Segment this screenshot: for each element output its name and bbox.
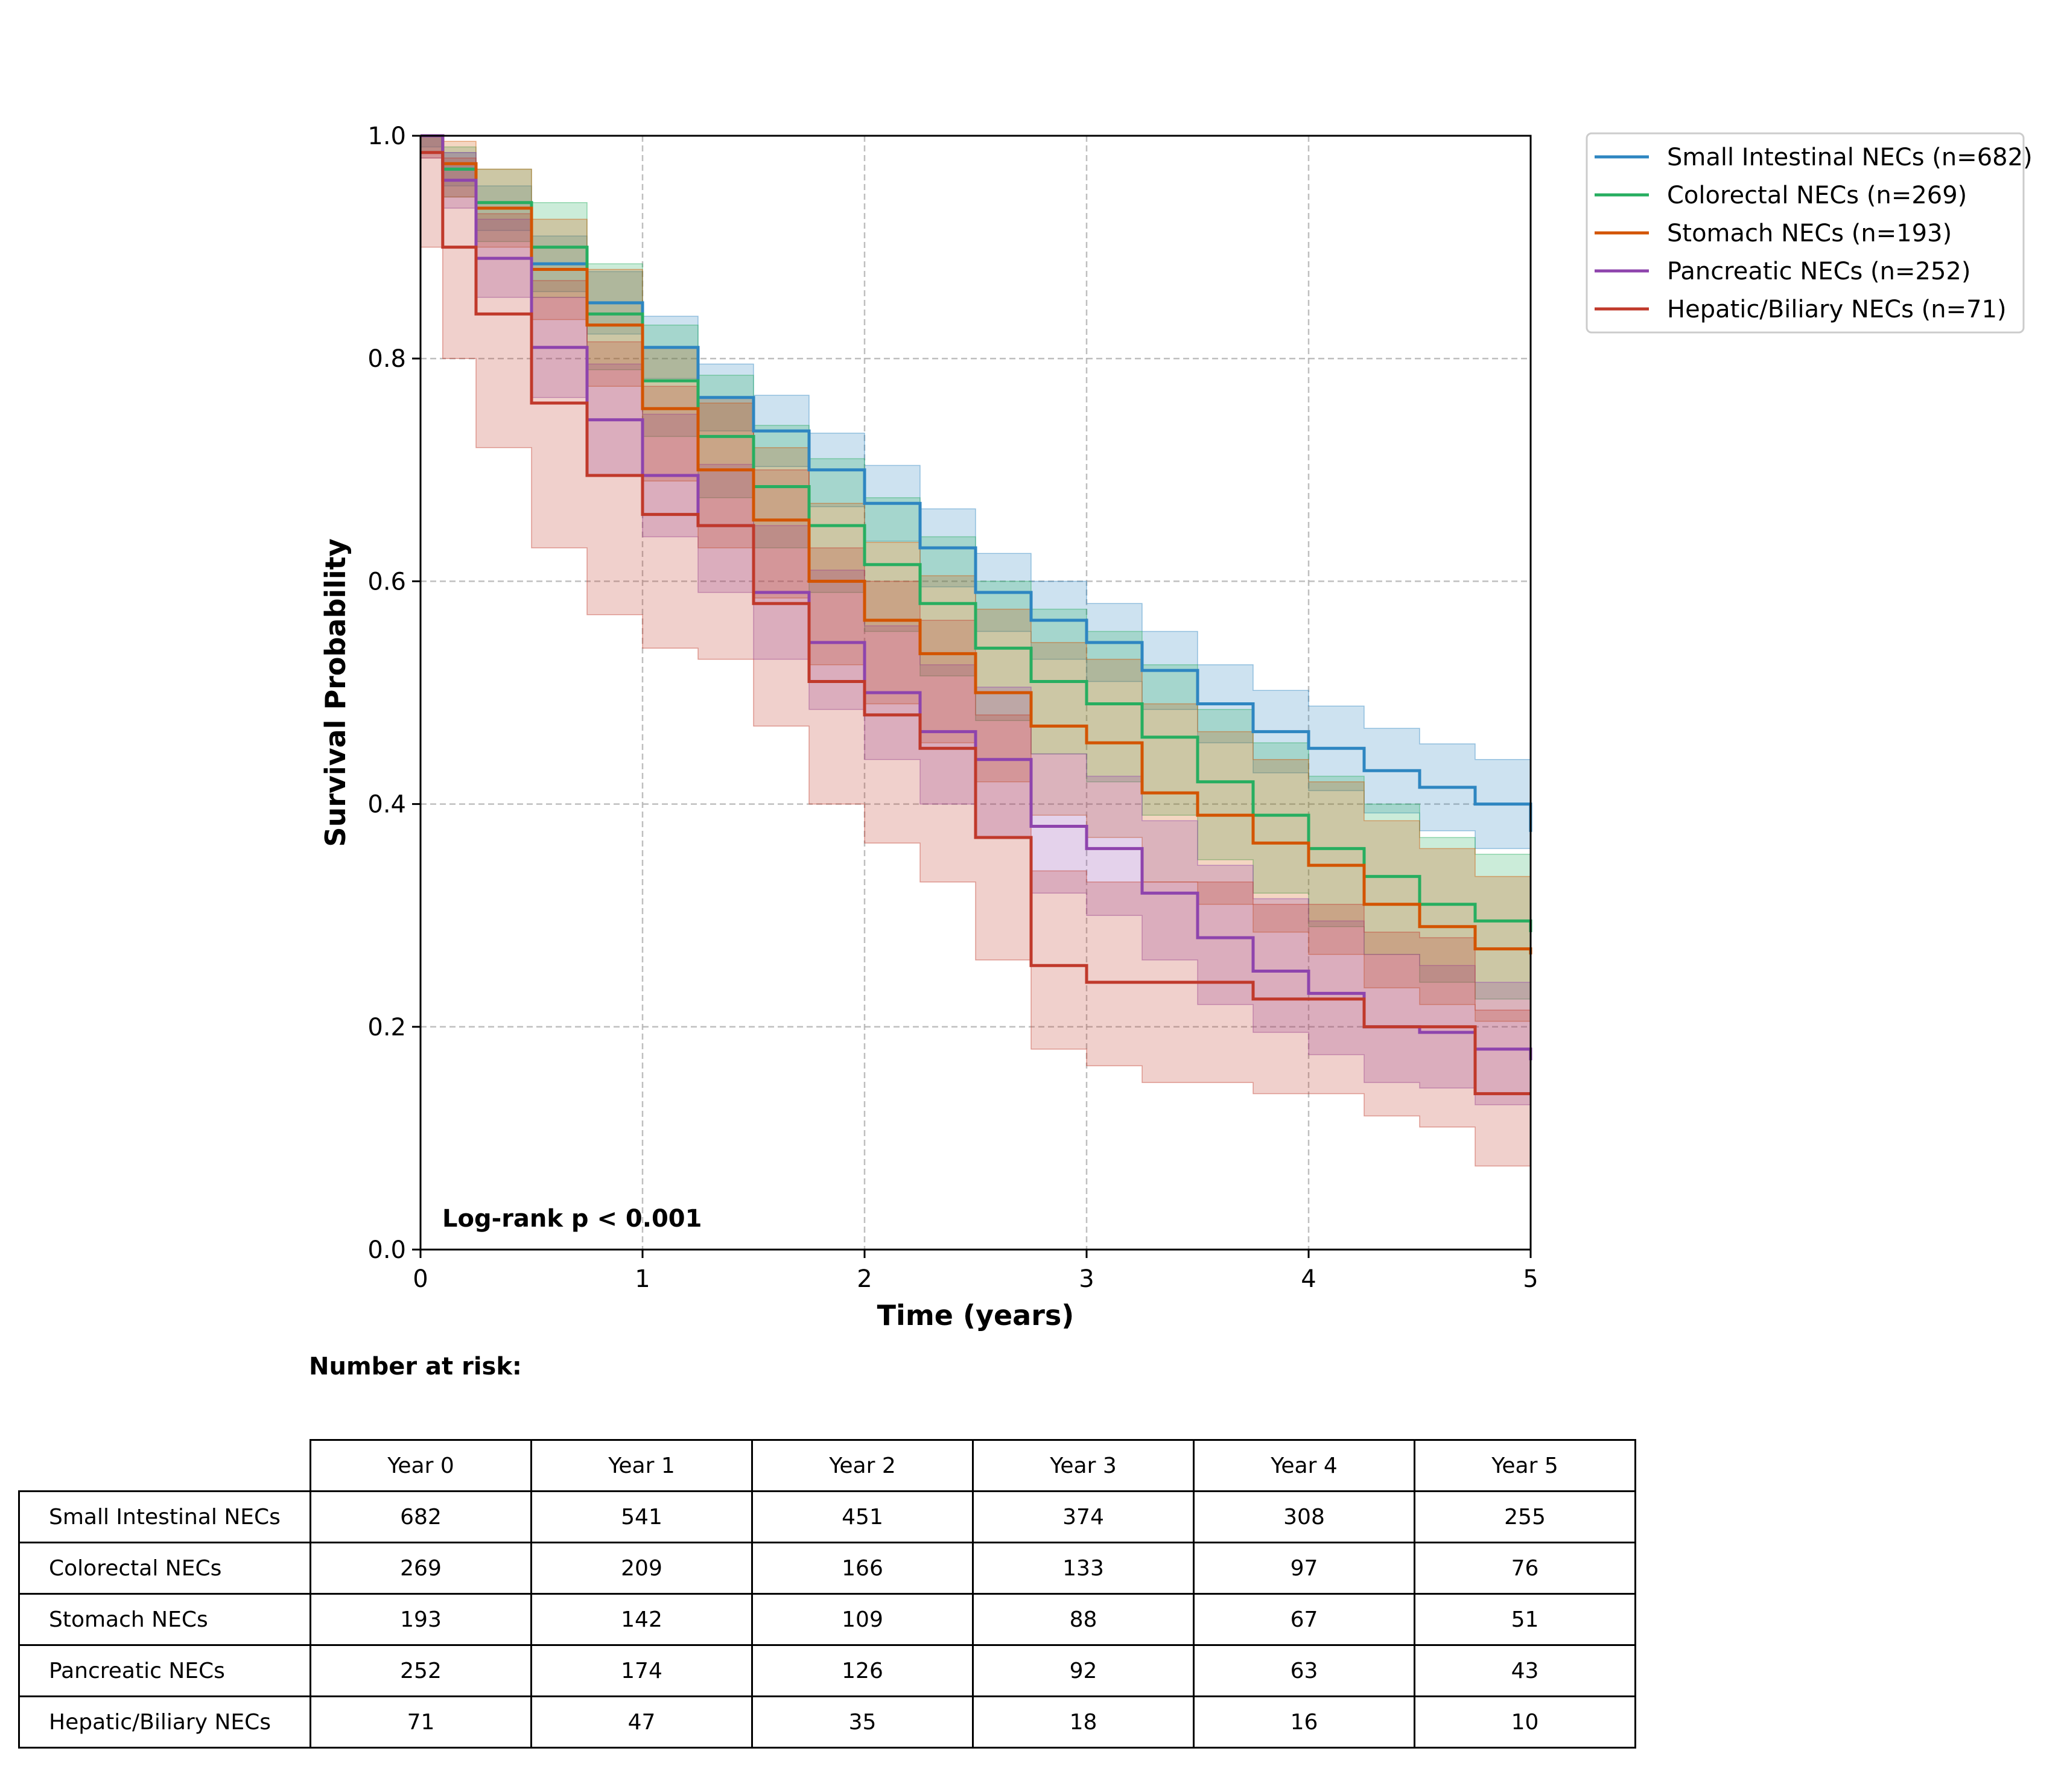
ci-band-3	[420, 135, 1531, 1111]
risk-table-column-header: Year 1	[530, 1439, 753, 1492]
x-tick-label: 2	[857, 1265, 872, 1293]
risk-table-row-label: Colorectal NECs	[18, 1542, 311, 1595]
risk-table-cell: 252	[310, 1644, 532, 1697]
risk-table-header-row: Year 0 Year 1 Year 2 Year 3 Year 4 Year …	[19, 1439, 1636, 1492]
risk-table-cell: 142	[530, 1593, 753, 1646]
axis-ticks: 0 1 2 3 4 5 0.0 0.2 0.4 0.6 0.8 1.0	[367, 122, 1538, 1293]
risk-table-cell: 541	[530, 1490, 753, 1543]
risk-table-cell: 133	[972, 1542, 1195, 1595]
survival-curves	[421, 134, 1532, 1096]
risk-table-cell: 209	[530, 1542, 753, 1595]
log-rank-annotation: Log-rank p < 0.001	[442, 1205, 702, 1233]
risk-table-cell: 451	[751, 1490, 974, 1543]
survival-curve-1	[421, 134, 1532, 932]
risk-table-cell: 126	[751, 1644, 974, 1697]
risk-table-cell: 76	[1414, 1542, 1636, 1595]
risk-table-cell: 63	[1193, 1644, 1415, 1697]
risk-table-cell: 18	[972, 1695, 1195, 1749]
survival-curve-4	[421, 151, 1531, 1096]
x-tick-label: 3	[1079, 1265, 1094, 1293]
y-tick-label: 0.8	[367, 345, 406, 373]
table-row: Pancreatic NECs 252 174 126 92 63 43	[18, 1644, 1636, 1697]
y-tick-label: 0.4	[367, 791, 406, 819]
x-tick-label: 5	[1523, 1265, 1538, 1293]
legend-entry: Hepatic/Biliary NECs (n=71)	[1667, 296, 2007, 323]
survival-curve-3	[421, 134, 1532, 1061]
risk-table-cell: 51	[1414, 1593, 1636, 1646]
table-row: Small Intestinal NECs 682 541 451 374 30…	[18, 1490, 1636, 1543]
risk-table-cell: 374	[972, 1490, 1195, 1543]
risk-table-column-header: Year 2	[751, 1439, 974, 1492]
x-axis-label: Time (years)	[877, 1299, 1075, 1332]
table-row: Colorectal NECs 269 209 166 133 97 76	[18, 1542, 1636, 1595]
risk-table-cell: 92	[972, 1644, 1195, 1697]
risk-table-row-label: Small Intestinal NECs	[18, 1490, 311, 1543]
legend-entry: Pancreatic NECs (n=252)	[1667, 258, 1970, 285]
risk-table-corner	[19, 1440, 311, 1492]
risk-table-column-header: Year 0	[310, 1439, 532, 1492]
risk-table-cell: 67	[1193, 1593, 1415, 1646]
legend-frame	[1586, 132, 2025, 334]
risk-table-cell: 174	[530, 1644, 753, 1697]
x-tick-label: 4	[1301, 1265, 1316, 1293]
y-tick-label: 1.0	[367, 122, 406, 150]
risk-table-row-label: Stomach NECs	[18, 1593, 311, 1646]
table-row: Stomach NECs 193 142 109 88 67 51	[18, 1593, 1636, 1646]
y-tick-label: 0.6	[367, 568, 406, 596]
risk-table-cell: 255	[1414, 1490, 1636, 1543]
legend-entry: Colorectal NECs (n=269)	[1667, 182, 1967, 209]
risk-table-cell: 43	[1414, 1644, 1636, 1697]
risk-table-column-header: Year 4	[1193, 1439, 1415, 1492]
risk-table-cell: 10	[1414, 1695, 1636, 1749]
y-axis-label: Survival Probability	[319, 538, 352, 847]
table-row: Hepatic/Biliary NECs 71 47 35 18 16 10	[18, 1695, 1636, 1749]
risk-table-cell: 35	[751, 1695, 974, 1749]
risk-table-cell: 71	[310, 1695, 532, 1749]
x-tick-label: 0	[413, 1265, 428, 1293]
legend-items: Small Intestinal NECs (n=682) Colorectal …	[1595, 144, 2033, 323]
plot-frame	[419, 135, 1532, 1251]
y-tick-label: 0.2	[367, 1014, 406, 1041]
x-tick-label: 1	[635, 1265, 650, 1293]
risk-table-cell: 16	[1193, 1695, 1415, 1749]
risk-table-row-label: Pancreatic NECs	[18, 1644, 311, 1697]
legend-entry: Small Intestinal NECs (n=682)	[1667, 144, 2033, 171]
risk-table-cell: 682	[310, 1490, 532, 1543]
risk-table-cell: 47	[530, 1695, 753, 1749]
risk-table-cell: 88	[972, 1593, 1195, 1646]
risk-table-column-header: Year 5	[1414, 1439, 1636, 1492]
risk-table-row-label: Hepatic/Biliary NECs	[18, 1695, 311, 1749]
risk-table-cell: 269	[310, 1542, 532, 1595]
legend-entry: Stomach NECs (n=193)	[1667, 220, 1952, 247]
risk-table: Year 0 Year 1 Year 2 Year 3 Year 4 Year …	[18, 1439, 1636, 1749]
legend: Small Intestinal NECs (n=682) Colorectal …	[1586, 132, 2033, 334]
risk-table-cell: 193	[310, 1593, 532, 1646]
risk-table-title: Number at risk:	[309, 1353, 522, 1381]
y-tick-label: 0.0	[367, 1236, 406, 1264]
risk-table-cell: 166	[751, 1542, 974, 1595]
survival-curve-2	[421, 134, 1532, 955]
risk-table-column-header: Year 3	[972, 1439, 1195, 1492]
risk-table-cell: 308	[1193, 1490, 1415, 1543]
risk-table-cell: 97	[1193, 1542, 1415, 1595]
risk-table-cell: 109	[751, 1593, 974, 1646]
